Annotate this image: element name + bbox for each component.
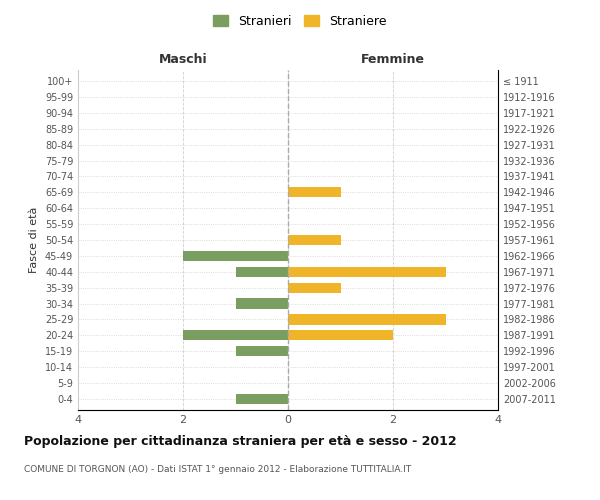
Bar [235,298,288,308]
Bar [288,282,341,293]
Y-axis label: Fasce di età: Fasce di età [29,207,39,273]
Bar [288,266,445,277]
Bar [288,314,445,324]
Bar [235,394,288,404]
Bar [288,187,341,198]
Bar [183,250,288,261]
Text: COMUNE DI TORGNON (AO) - Dati ISTAT 1° gennaio 2012 - Elaborazione TUTTITALIA.IT: COMUNE DI TORGNON (AO) - Dati ISTAT 1° g… [24,465,411,474]
Bar [235,346,288,356]
Bar [183,330,288,340]
Text: Popolazione per cittadinanza straniera per età e sesso - 2012: Popolazione per cittadinanza straniera p… [24,435,457,448]
Text: Maschi: Maschi [158,53,208,66]
Legend: Stranieri, Straniere: Stranieri, Straniere [209,11,391,32]
Bar [235,266,288,277]
Text: Femmine: Femmine [361,53,425,66]
Bar [288,330,393,340]
Bar [288,235,341,245]
